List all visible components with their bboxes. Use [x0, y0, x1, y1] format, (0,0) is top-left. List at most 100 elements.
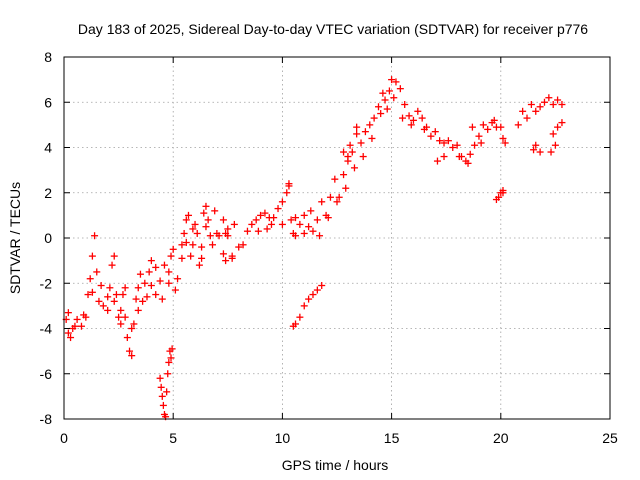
chart-title: Day 183 of 2025, Sidereal Day-to-day VTE…: [78, 21, 588, 37]
data-point: [235, 243, 243, 251]
data-point: [305, 223, 313, 231]
data-point: [164, 370, 172, 378]
data-point: [379, 89, 387, 97]
data-point: [167, 354, 175, 362]
data-point: [490, 116, 498, 124]
data-point: [431, 128, 439, 136]
data-point: [449, 144, 457, 151]
data-point: [117, 320, 125, 328]
data-point: [318, 282, 326, 290]
data-point: [184, 211, 192, 219]
data-point: [178, 241, 186, 249]
data-point: [313, 216, 321, 224]
data-point: [132, 295, 140, 303]
data-point: [159, 401, 167, 409]
data-point: [492, 196, 500, 204]
data-point: [309, 227, 317, 235]
data-point: [152, 263, 160, 271]
data-point: [316, 232, 324, 240]
data-point: [97, 282, 105, 290]
y-tick-label: -8: [40, 411, 53, 427]
data-point: [340, 148, 348, 156]
data-point: [64, 329, 72, 337]
data-point: [296, 313, 304, 321]
data-point: [368, 134, 376, 142]
data-point: [119, 291, 127, 299]
data-point: [342, 184, 350, 192]
data-point: [239, 241, 247, 249]
data-point: [261, 209, 269, 217]
data-point: [357, 139, 365, 147]
data-point: [230, 220, 238, 228]
data-point: [300, 302, 308, 310]
data-point: [305, 295, 313, 303]
grid-lines: [64, 57, 610, 419]
data-point: [182, 216, 190, 224]
data-point: [540, 98, 548, 106]
data-point: [324, 214, 332, 222]
data-point: [147, 257, 155, 265]
data-point: [396, 85, 404, 93]
data-point: [370, 114, 378, 122]
data-point: [134, 284, 142, 292]
data-point: [202, 223, 210, 231]
data-point: [198, 254, 206, 262]
data-point: [344, 153, 352, 161]
data-point: [318, 198, 326, 206]
data-point: [549, 130, 557, 138]
data-point: [385, 87, 393, 95]
data-point: [270, 214, 278, 222]
data-point: [353, 123, 361, 131]
data-point: [178, 254, 186, 262]
data-point: [278, 198, 286, 206]
data-point: [136, 270, 144, 278]
data-point: [145, 268, 153, 276]
data-point: [283, 189, 291, 197]
data-point: [274, 205, 282, 213]
data-point: [523, 114, 531, 122]
data-point: [392, 78, 400, 86]
data-point: [123, 334, 131, 342]
data-point: [545, 94, 553, 102]
data-point: [169, 245, 177, 253]
data-point: [143, 293, 151, 301]
data-point: [292, 214, 300, 222]
data-point: [243, 227, 251, 235]
data-point: [228, 254, 236, 262]
data-point: [165, 268, 173, 276]
data-point: [88, 288, 96, 296]
data-point: [171, 286, 179, 294]
data-point: [130, 320, 138, 328]
data-point: [333, 198, 341, 206]
data-point: [340, 171, 348, 179]
data-point: [187, 252, 195, 260]
data-point: [86, 275, 94, 283]
data-point: [104, 293, 112, 301]
y-tick-label: -6: [40, 366, 53, 382]
data-point: [514, 121, 522, 129]
data-point: [167, 252, 175, 260]
data-point: [471, 141, 479, 149]
data-point: [359, 153, 367, 161]
data-point: [88, 252, 96, 260]
data-point: [420, 125, 428, 133]
data-point: [348, 148, 356, 156]
data-point: [211, 207, 219, 215]
data-point: [285, 180, 293, 188]
data-point: [326, 193, 334, 201]
data-point: [551, 141, 559, 149]
data-point: [353, 130, 361, 138]
x-tick-label: 25: [602, 430, 618, 446]
data-point: [115, 313, 123, 321]
data-point: [383, 105, 391, 113]
data-point: [189, 241, 197, 249]
data-point: [108, 261, 116, 269]
data-point: [147, 282, 155, 290]
data-point: [112, 291, 120, 299]
data-point: [361, 128, 369, 136]
data-point: [267, 220, 275, 228]
data-point: [158, 392, 166, 400]
data-point: [484, 125, 492, 133]
data-point: [156, 277, 164, 285]
scatter-points: [62, 76, 566, 421]
